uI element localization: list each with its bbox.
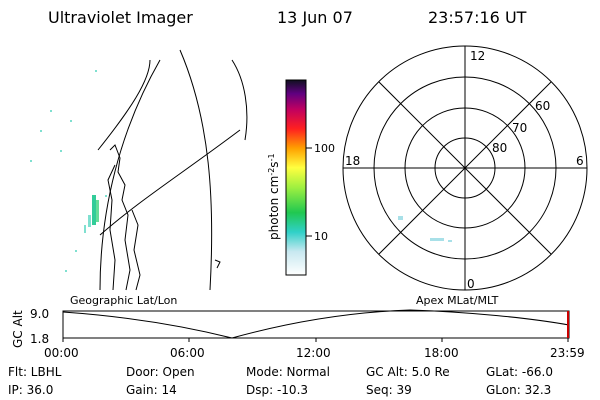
altplot-xtick: 18:00 (424, 346, 459, 360)
svg-text:photon cm-2s-1: photon cm-2s-1 (267, 153, 281, 240)
mode-info: Mode: Normal (246, 365, 330, 379)
time-label: 23:57:16 UT (428, 8, 527, 27)
lat-label-80: 80 (492, 141, 507, 155)
altplot-ymin: 1.8 (30, 332, 49, 346)
glon-info: GLon: 32.3 (486, 383, 552, 397)
gain-info: Gain: 14 (126, 383, 177, 397)
altplot-xtick: 23:59 (550, 346, 585, 360)
colorbar-unit-label: photon cm-2s-1 (267, 153, 281, 240)
lat-label-70: 70 (512, 121, 527, 135)
colorbar-tick-10: 10 (314, 230, 328, 243)
dsp-info: Dsp: -10.3 (246, 383, 309, 397)
seq-info: Seq: 39 (366, 383, 412, 397)
mlt-label-12: 12 (470, 49, 485, 63)
mlt-label-18: 18 (345, 154, 360, 168)
apex-label: Apex MLat/MLT (416, 294, 499, 307)
instrument-title: Ultraviolet Imager (48, 8, 193, 27)
lat-label-60: 60 (535, 99, 550, 113)
altplot-xtick: 00:00 (44, 346, 79, 360)
altplot-xtick: 06:00 (170, 346, 205, 360)
filter-info: Flt: LBHL (8, 365, 62, 379)
geographic-label: Geographic Lat/Lon (70, 294, 178, 307)
altplot-xtick: 12:00 (296, 346, 331, 360)
door-info: Door: Open (126, 365, 195, 379)
glat-info: GLat: -66.0 (486, 365, 553, 379)
mlt-label-6: 6 (576, 154, 584, 168)
colorbar-tick-100: 100 (314, 142, 335, 155)
altplot-ymax: 9.0 (30, 307, 49, 321)
gc-alt-info: GC Alt: 5.0 Re (366, 365, 450, 379)
altplot-ylabel: GC Alt (11, 310, 25, 348)
mlt-label-0: 0 (467, 277, 475, 291)
date-label: 13 Jun 07 (277, 8, 353, 27)
ip-info: IP: 36.0 (8, 383, 54, 397)
